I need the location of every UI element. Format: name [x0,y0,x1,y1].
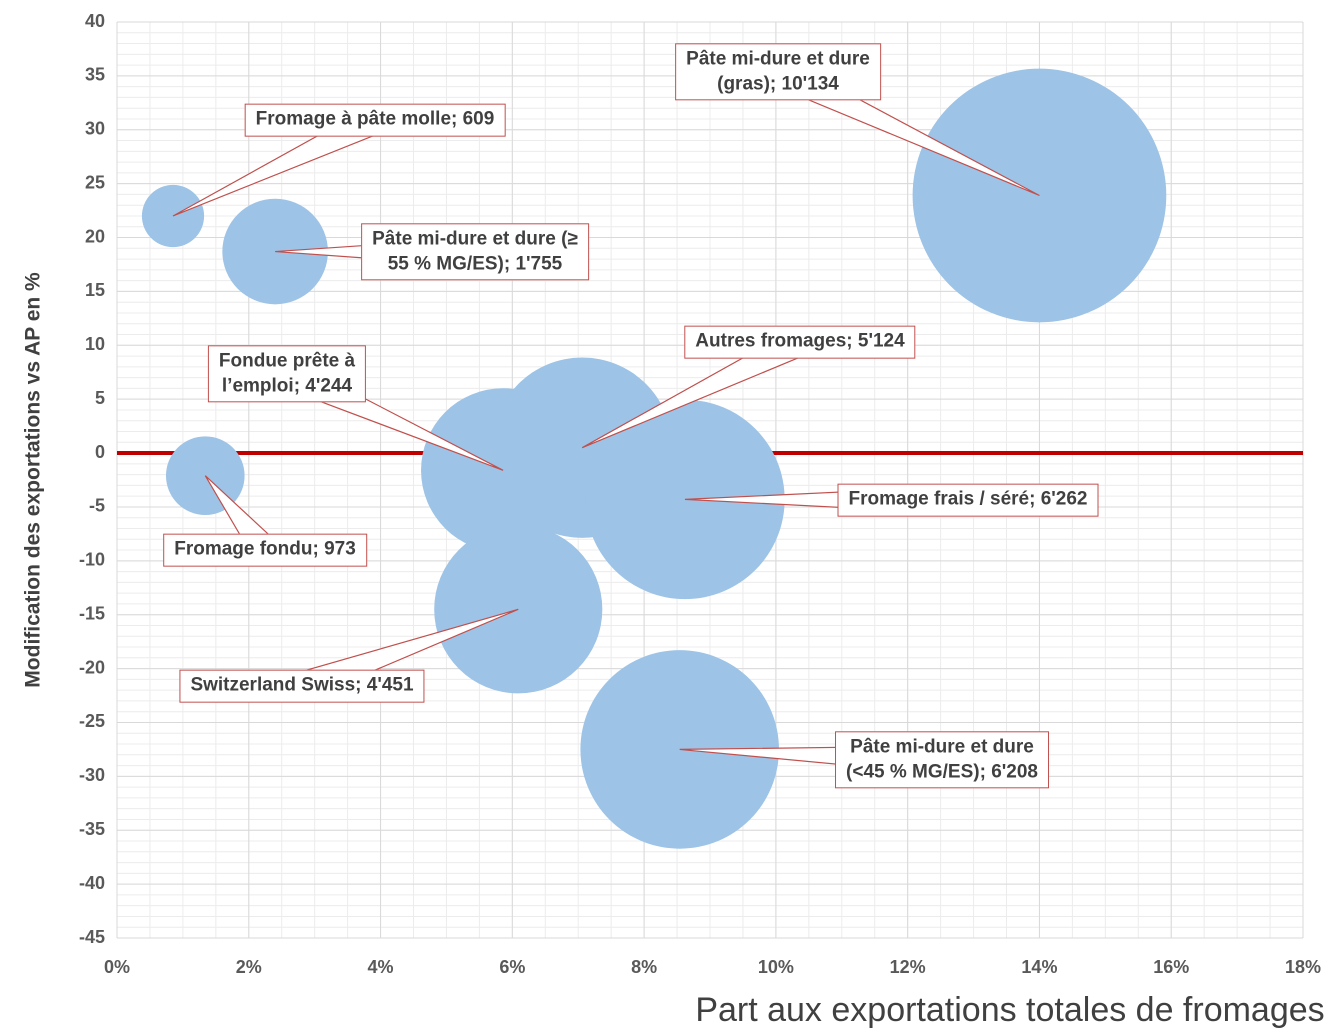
data-label: Fromage frais / séré; 6'262 [837,483,1099,517]
y-tick-label: -40 [79,873,105,893]
y-tick-label: 20 [85,226,105,246]
data-label: Autres fromages; 5'124 [684,325,916,359]
y-tick-label: -10 [79,550,105,570]
y-tick-label: -15 [79,603,105,623]
x-tick-label: 14% [1021,957,1057,977]
x-tick-label: 12% [890,957,926,977]
x-tick-label: 0% [104,957,130,977]
y-tick-label: 35 [85,65,105,85]
x-tick-label: 10% [758,957,794,977]
y-tick-label: 40 [85,11,105,31]
data-label: Fondue prête à l’emploi; 4'244 [207,345,367,403]
y-tick-label: 30 [85,119,105,139]
x-tick-label: 4% [368,957,394,977]
y-tick-label: 25 [85,172,105,192]
x-tick-label: 2% [236,957,262,977]
y-tick-label: -5 [89,496,105,516]
data-label: Switzerland Swiss; 4'451 [179,669,425,703]
data-label: Fromage fondu; 973 [163,533,367,567]
x-tick-label: 6% [499,957,525,977]
data-label: Pâte mi-dure et dure (<45 % MG/ES); 6'20… [835,731,1049,789]
y-tick-label: -35 [79,819,105,839]
y-tick-label: -25 [79,711,105,731]
y-tick-label: 15 [85,280,105,300]
x-tick-label: 8% [631,957,657,977]
y-tick-label: -30 [79,765,105,785]
x-tick-label: 16% [1153,957,1189,977]
data-label: Fromage à pâte molle; 609 [244,103,506,137]
x-tick-label: 18% [1285,957,1321,977]
y-tick-label: -45 [79,927,105,947]
data-label: Pâte mi-dure et dure (≥ 55 % MG/ES); 1'7… [361,223,589,281]
y-tick-label: 0 [95,442,105,462]
y-tick-label: 5 [95,388,105,408]
x-axis-label: Part aux exportations totales de fromage… [695,991,1324,1029]
y-tick-label: -20 [79,657,105,677]
y-tick-label: 10 [85,334,105,354]
y-axis-label: Modification des exportations vs AP en % [22,272,45,688]
data-label: Pâte mi-dure et dure (gras); 10'134 [675,43,881,101]
